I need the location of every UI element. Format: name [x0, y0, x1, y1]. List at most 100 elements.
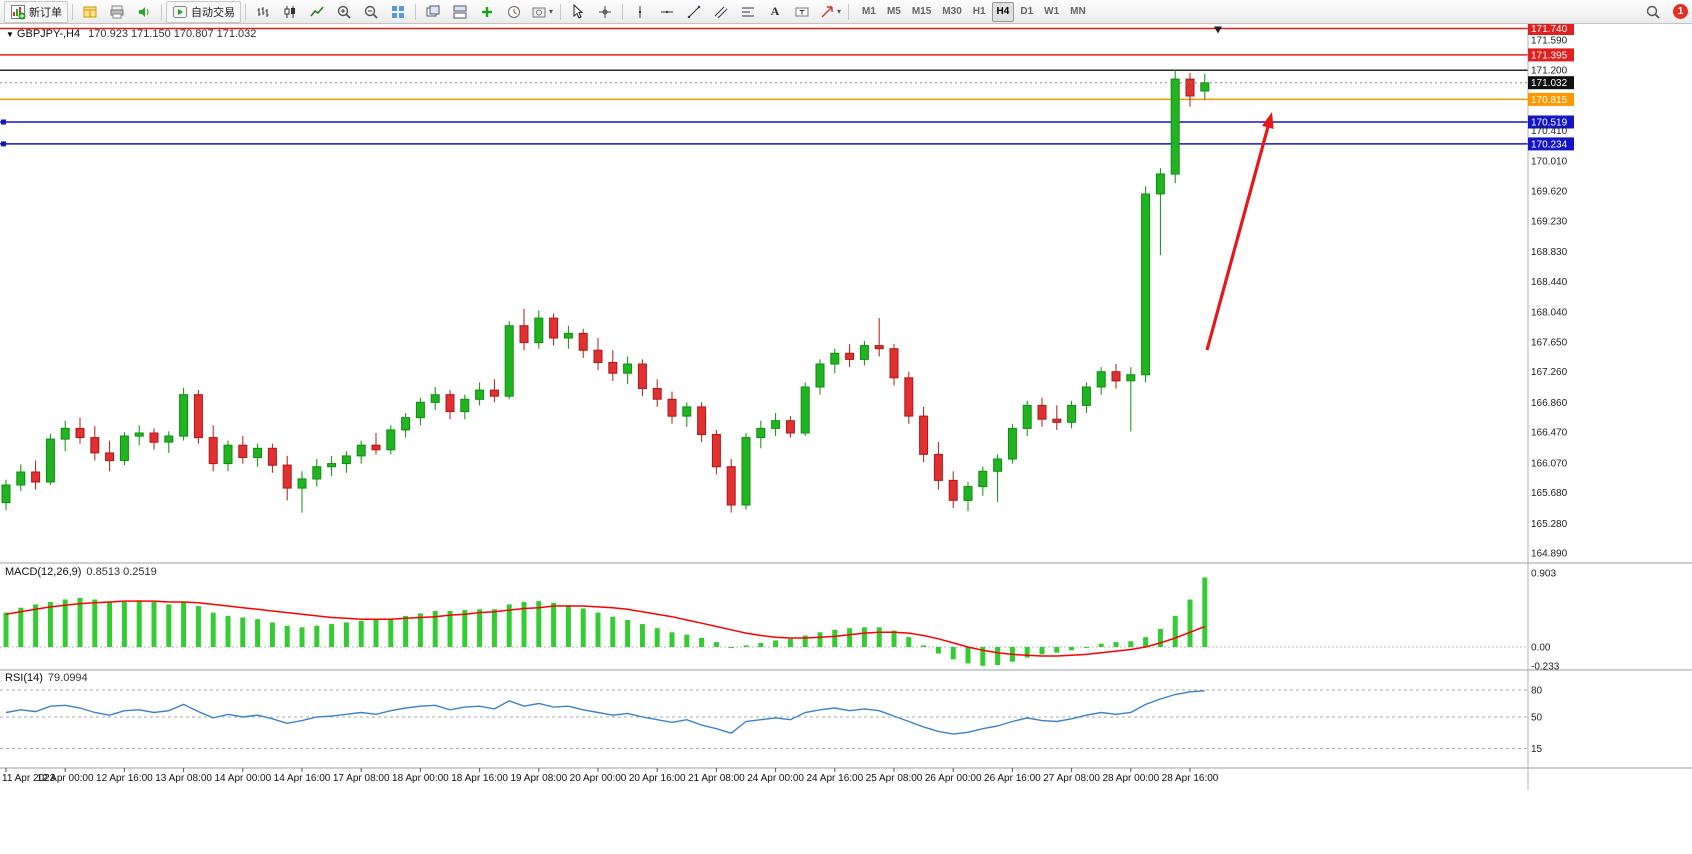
timeframe-m5-button[interactable]: M5 — [886, 6, 901, 17]
print-button[interactable] — [104, 1, 130, 23]
candlestick-chart-button[interactable] — [277, 1, 303, 23]
line-chart-icon — [310, 6, 324, 16]
svg-text:170.815: 170.815 — [1531, 95, 1568, 106]
arrange-windows-icon — [453, 5, 467, 18]
trendline-tool[interactable] — [681, 1, 707, 23]
svg-text:170.519: 170.519 — [1531, 118, 1568, 129]
timeframe-w1-button[interactable]: W1 — [1044, 6, 1060, 17]
arrow-shapes-icon — [821, 5, 833, 17]
line-chart-button[interactable] — [304, 1, 330, 23]
data-window-button[interactable] — [77, 1, 103, 23]
svg-text:18 Apr 00:00: 18 Apr 00:00 — [392, 773, 449, 784]
arrow-shapes-tool[interactable]: ▾ — [816, 1, 844, 23]
rsi-line — [5, 690, 1205, 735]
sound-icon — [139, 6, 149, 17]
algo-trading-label: 自动交易 — [191, 6, 235, 19]
dropdown-caret-icon: ▾ — [549, 7, 554, 16]
toolbar-separator — [245, 3, 246, 20]
timeframe-h1-button[interactable]: H1 — [972, 6, 986, 17]
cascade-windows-icon — [426, 5, 440, 16]
zoom-out-button[interactable] — [358, 1, 384, 23]
timeframe-m15-button[interactable]: M15 — [911, 6, 932, 17]
fibonacci-tool[interactable] — [735, 1, 761, 23]
svg-text:165.680: 165.680 — [1531, 488, 1568, 499]
svg-text:13 Apr 08:00: 13 Apr 08:00 — [155, 773, 212, 784]
timeframe-d1-button[interactable]: D1 — [1020, 6, 1034, 17]
cascade-windows-button[interactable] — [420, 1, 446, 23]
text-label-tool[interactable] — [789, 1, 815, 23]
vertical-line-icon — [638, 5, 642, 18]
svg-text:12 Apr 16:00: 12 Apr 16:00 — [96, 773, 153, 784]
new-order-button[interactable]: 新订单 — [4, 0, 68, 23]
svg-text:171.740: 171.740 — [1531, 24, 1568, 35]
svg-text:169.230: 169.230 — [1531, 216, 1568, 227]
svg-text:17 Apr 08:00: 17 Apr 08:00 — [333, 773, 390, 784]
zoom-in-button[interactable] — [331, 1, 357, 23]
svg-text:171.590: 171.590 — [1531, 36, 1568, 47]
toolbar-separator — [622, 3, 624, 20]
svg-text:166.860: 166.860 — [1531, 398, 1568, 409]
svg-text:-0.233: -0.233 — [1531, 662, 1560, 673]
search-button[interactable] — [1640, 1, 1666, 23]
dropdown-caret-icon: ▾ — [837, 7, 842, 16]
time-axis[interactable] — [5, 768, 1191, 772]
price-badge — [1528, 22, 1574, 35]
svg-text:167.650: 167.650 — [1531, 337, 1568, 348]
svg-text:20 Apr 00:00: 20 Apr 00:00 — [570, 773, 627, 784]
rsi-panel — [0, 689, 1528, 749]
svg-text:28 Apr 00:00: 28 Apr 00:00 — [1102, 773, 1159, 784]
crosshair-icon — [599, 5, 612, 18]
sound-button[interactable] — [131, 1, 157, 23]
period-clock-button[interactable] — [501, 1, 527, 23]
vertical-line-tool[interactable] — [627, 1, 653, 23]
text-tool[interactable]: A — [762, 1, 788, 23]
bars-chart-button[interactable] — [250, 1, 276, 23]
svg-text:168.830: 168.830 — [1531, 247, 1568, 258]
timeframe-m30-button[interactable]: M30 — [942, 6, 962, 17]
object-marker-icon — [1214, 26, 1222, 34]
svg-text:24 Apr 16:00: 24 Apr 16:00 — [806, 773, 863, 784]
svg-text:168.040: 168.040 — [1531, 307, 1568, 318]
zoom-in-icon — [337, 5, 351, 19]
text-label-icon — [795, 7, 809, 16]
timeframe-mn-button[interactable]: MN — [1070, 6, 1086, 17]
screenshot-button[interactable]: ▾ — [528, 1, 556, 23]
crosshair-button[interactable] — [592, 1, 618, 23]
horizontal-line-objects — [0, 27, 1528, 147]
candlestick-chart-icon — [284, 5, 295, 18]
svg-text:170.010: 170.010 — [1531, 157, 1568, 168]
svg-text:12 Apr 00:00: 12 Apr 00:00 — [37, 773, 94, 784]
screenshot-icon — [532, 7, 546, 17]
toolbar-separator — [848, 3, 850, 20]
horizontal-line-tool[interactable] — [654, 1, 680, 23]
price-axis[interactable] — [1528, 22, 1574, 151]
trend-arrow-annotation[interactable] — [1205, 112, 1274, 351]
svg-text:168.440: 168.440 — [1531, 277, 1568, 288]
add-indicator-icon — [482, 6, 492, 17]
svg-text:165.280: 165.280 — [1531, 519, 1568, 530]
arrange-windows-button[interactable] — [447, 1, 473, 23]
svg-text:50: 50 — [1531, 713, 1543, 724]
svg-text:80: 80 — [1531, 686, 1543, 697]
svg-text:14 Apr 16:00: 14 Apr 16:00 — [274, 773, 331, 784]
notification-badge[interactable]: 1 — [1673, 4, 1688, 19]
price-badge — [1528, 115, 1574, 129]
timeframe-h4-button[interactable]: H4 — [991, 1, 1015, 22]
algo-trading-button[interactable]: 自动交易 — [166, 0, 241, 23]
add-indicator-button[interactable] — [474, 1, 500, 23]
tile-windows-button[interactable] — [385, 1, 411, 23]
svg-text:20 Apr 16:00: 20 Apr 16:00 — [629, 773, 686, 784]
timeframe-m1-button[interactable]: M1 — [862, 6, 876, 17]
equidistant-channel-tool[interactable] — [708, 1, 734, 23]
cursor-button[interactable] — [565, 1, 591, 23]
main-toolbar: 新订单 自动交易 ▾ A ▾ M — [0, 0, 1692, 24]
text-tool-icon: A — [770, 4, 780, 18]
svg-text:11 Apr 2023: 11 Apr 2023 — [2, 773, 56, 784]
svg-text:15: 15 — [1531, 744, 1543, 755]
new-order-label: 新订单 — [29, 6, 62, 19]
svg-text:25 Apr 08:00: 25 Apr 08:00 — [866, 773, 923, 784]
svg-text:26 Apr 00:00: 26 Apr 00:00 — [925, 773, 982, 784]
